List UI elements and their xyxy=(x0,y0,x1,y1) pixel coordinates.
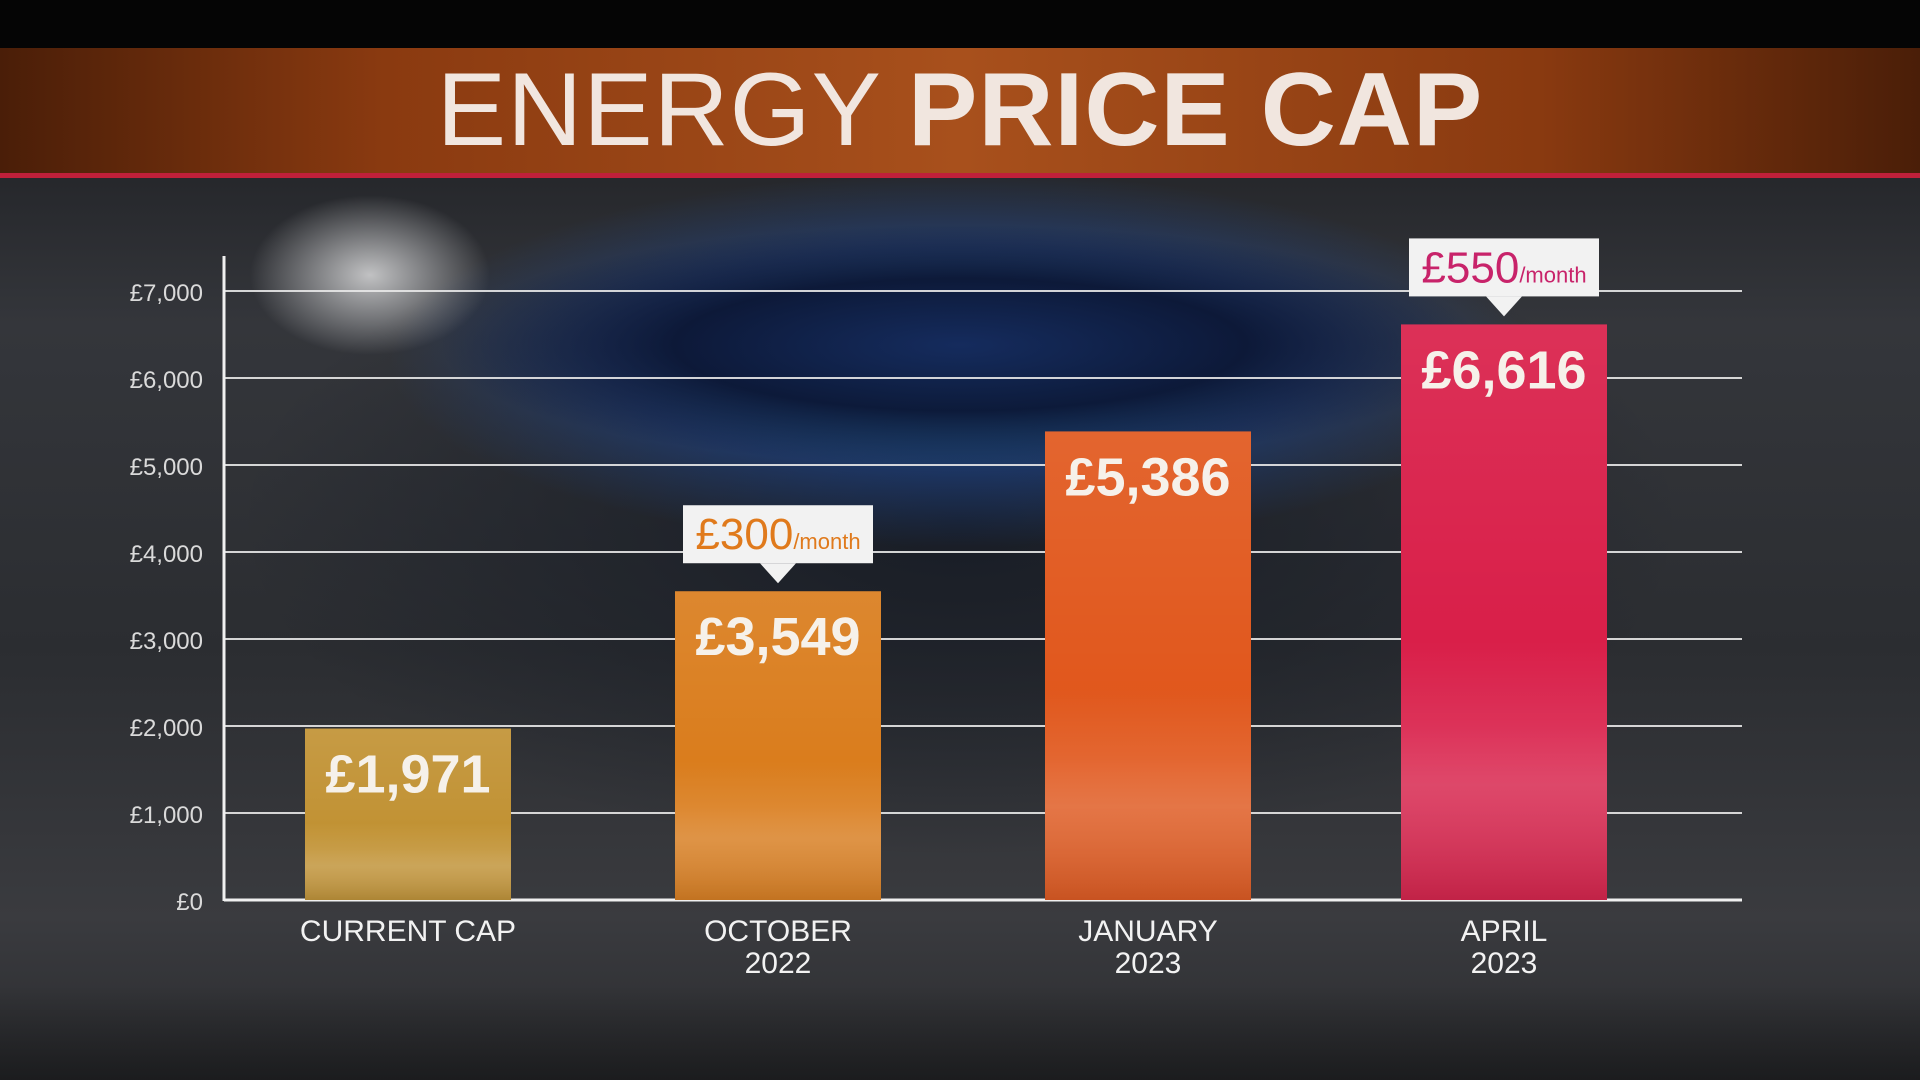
y-tick-label: £4,000 xyxy=(130,541,203,568)
bar-glow xyxy=(1401,324,1607,901)
x-tick-label: 2022 xyxy=(745,947,812,980)
annotation-box xyxy=(683,505,873,564)
bar-glow xyxy=(305,728,511,900)
annotation-text: £550/month xyxy=(1421,243,1586,292)
y-tick-label: £7,000 xyxy=(130,280,203,307)
y-tick-label: £6,000 xyxy=(130,367,203,394)
annotation-callout: £300/month xyxy=(683,505,873,584)
bars xyxy=(305,324,1607,901)
bar-value-label: £3,549 xyxy=(695,607,860,667)
y-tick-label: £0 xyxy=(176,889,203,916)
x-tick-label: 2023 xyxy=(1115,947,1182,980)
title-light: ENERGY xyxy=(436,52,882,168)
bar-value-label: £5,386 xyxy=(1065,447,1230,507)
x-tick-label: JANUARY xyxy=(1078,915,1217,948)
annotation-text: £300/month xyxy=(695,510,860,559)
title-bold: PRICE CAP xyxy=(907,52,1484,168)
annotation-box xyxy=(1409,238,1599,297)
title-banner xyxy=(0,48,1920,178)
annotation-callout: £550/month xyxy=(1409,238,1599,317)
page-title: ENERGY PRICE CAP xyxy=(0,48,1920,173)
annotation-pointer xyxy=(760,563,796,584)
labels: £0 £1,000 £2,000 £3,000 £4,000 £5,000 £6,000 £7… xyxy=(130,238,1599,980)
annotation-pointer xyxy=(1486,296,1522,317)
bar-glow xyxy=(1045,431,1251,900)
x-tick-label: OCTOBER xyxy=(704,915,852,948)
top-black-bar xyxy=(0,0,1920,48)
x-tick-label: CURRENT CAP xyxy=(300,915,516,948)
y-tick-label: £2,000 xyxy=(130,715,203,742)
annotation-amount: £550 xyxy=(1421,243,1519,292)
x-tick-label: APRIL xyxy=(1461,915,1548,948)
x-tick-label: 2023 xyxy=(1471,947,1538,980)
y-tick-label: £5,000 xyxy=(130,454,203,481)
y-tick-label: £3,000 xyxy=(130,628,203,655)
annotation-unit: /month xyxy=(793,529,860,554)
y-tick-label: £1,000 xyxy=(130,802,203,829)
bar-value-label: £6,616 xyxy=(1421,340,1586,400)
bar-glow xyxy=(675,591,881,900)
floor-reflection xyxy=(0,985,1920,1080)
bar-value-label: £1,971 xyxy=(325,745,490,805)
annotation-amount: £300 xyxy=(695,510,793,559)
annotation-unit: /month xyxy=(1519,262,1586,287)
